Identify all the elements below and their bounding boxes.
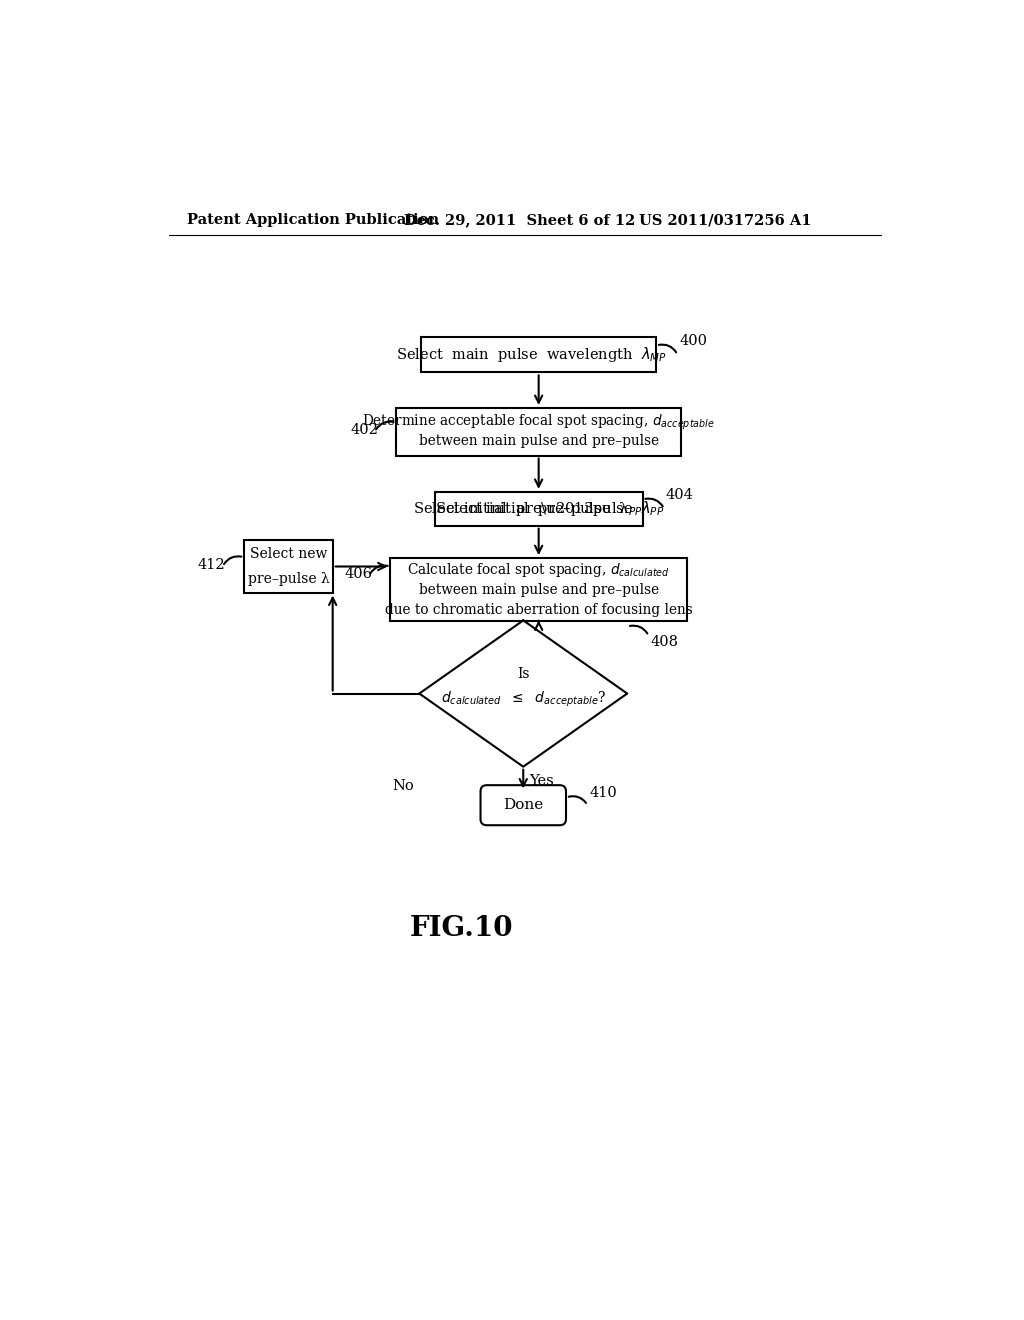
Text: Is: Is [517,667,529,681]
Text: Calculate focal spot spacing, $d_{calculated}$: Calculate focal spot spacing, $d_{calcul… [408,561,670,578]
Text: pre–pulse λ: pre–pulse λ [248,572,330,586]
Text: Select  main  pulse  wavelength  $\lambda_{MP}$: Select main pulse wavelength $\lambda_{M… [395,346,667,364]
Text: 400: 400 [679,334,708,348]
FancyBboxPatch shape [396,408,681,455]
Text: 408: 408 [650,635,678,649]
Text: $d_{calculated}$  $\leq$  $d_{acceptable}$?: $d_{calculated}$ $\leq$ $d_{acceptable}$… [440,690,606,709]
Text: Patent Application Publication: Patent Application Publication [186,213,438,227]
Text: FIG.10: FIG.10 [410,915,513,942]
FancyBboxPatch shape [435,492,643,525]
Text: Select initial  pre–pulse  λ$_{PP}$: Select initial pre–pulse λ$_{PP}$ [435,500,642,517]
Text: 410: 410 [589,785,616,800]
Text: between main pulse and pre–pulse: between main pulse and pre–pulse [419,582,658,597]
Text: Determine acceptable focal spot spacing, $d_{acceptable}$: Determine acceptable focal spot spacing,… [362,413,715,432]
Text: 406: 406 [344,568,373,581]
FancyBboxPatch shape [390,558,687,622]
Text: Dec. 29, 2011  Sheet 6 of 12: Dec. 29, 2011 Sheet 6 of 12 [403,213,635,227]
Text: Select new: Select new [250,548,327,561]
Text: Select initial  pre\u2013pulse  $\lambda_{PP}$: Select initial pre\u2013pulse $\lambda_{… [413,499,665,519]
Text: US 2011/0317256 A1: US 2011/0317256 A1 [639,213,811,227]
Text: due to chromatic aberration of focusing lens: due to chromatic aberration of focusing … [385,603,692,616]
FancyBboxPatch shape [421,337,656,372]
FancyBboxPatch shape [244,540,333,593]
Text: 402: 402 [350,424,378,437]
Polygon shape [419,620,628,767]
Text: Yes: Yes [529,775,554,788]
Text: 404: 404 [666,488,693,502]
Text: No: No [392,779,414,793]
Text: 412: 412 [198,558,225,572]
Text: between main pulse and pre–pulse: between main pulse and pre–pulse [419,434,658,447]
Text: Done: Done [503,799,544,812]
FancyBboxPatch shape [480,785,566,825]
